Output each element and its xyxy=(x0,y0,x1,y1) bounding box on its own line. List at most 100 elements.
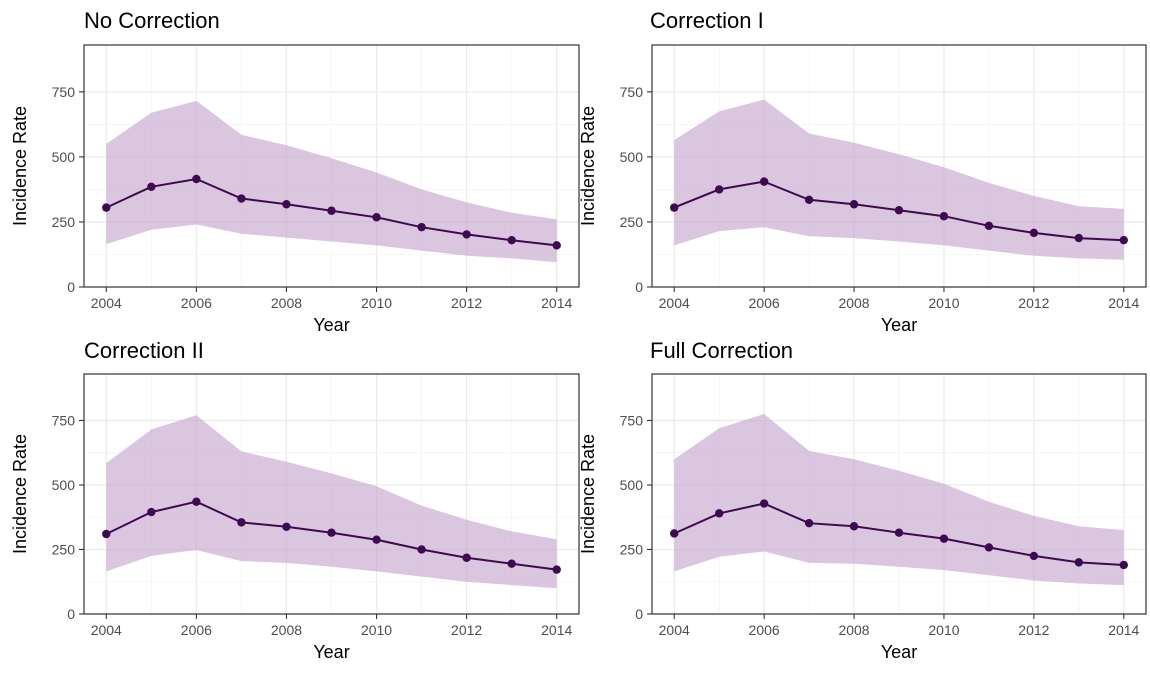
x-tick-label: 2014 xyxy=(541,295,572,311)
y-axis-label: Incidence Rate xyxy=(578,106,598,226)
data-point xyxy=(417,545,426,554)
data-point xyxy=(282,522,291,531)
x-tick-label: 2014 xyxy=(1108,622,1139,638)
chart-title: No Correction xyxy=(84,8,220,33)
x-axis-label: Year xyxy=(313,642,349,662)
panel-border xyxy=(651,44,1147,288)
data-point xyxy=(984,221,994,231)
y-axis-label: Incidence Rate xyxy=(10,434,30,554)
x-tick-label: 2012 xyxy=(451,295,482,311)
y-tick-label: 750 xyxy=(52,84,76,100)
y-axis-label: Incidence Rate xyxy=(10,106,30,226)
x-tick-label: 2008 xyxy=(271,295,302,311)
y-tick-label: 750 xyxy=(620,84,644,100)
data-point xyxy=(1074,558,1084,567)
confidence-band xyxy=(674,99,1124,260)
confidence-band xyxy=(106,415,557,589)
y-tick-label: 250 xyxy=(52,214,76,230)
y-tick-label: 750 xyxy=(620,412,644,428)
chart-panel-4: 2004 2006 2008 2010 2012 2014 0 250 500 750 Full C… xyxy=(578,338,1147,662)
x-tick-label: 2004 xyxy=(659,622,690,638)
data-point xyxy=(507,235,516,245)
data-point xyxy=(759,499,769,508)
data-point xyxy=(237,194,246,203)
y-tick-label: 0 xyxy=(635,606,643,622)
data-point xyxy=(237,518,246,527)
chart-panel-1: 2004 2006 2008 2010 2012 2014 0 250 500 750 No Cor… xyxy=(10,8,580,335)
x-axis-label: Year xyxy=(881,642,917,662)
data-point xyxy=(327,528,336,537)
chart-panel-3: 2004 2006 2008 2010 2012 2014 0 250 500 750 Correc… xyxy=(10,338,580,662)
data-point xyxy=(327,206,336,215)
data-point xyxy=(714,509,724,518)
x-tick-label: 2006 xyxy=(181,622,212,638)
data-point xyxy=(102,529,111,539)
y-tick-label: 250 xyxy=(52,541,76,557)
data-point xyxy=(507,559,516,568)
data-point xyxy=(462,230,471,239)
data-point xyxy=(462,553,471,562)
chart-panel-2: 2004 2006 2008 2010 2012 2014 0 250 500 750 Correc… xyxy=(578,8,1147,335)
x-tick-label: 2012 xyxy=(1018,622,1049,638)
data-point xyxy=(939,534,949,543)
x-axis-label: Year xyxy=(881,315,917,335)
x-tick-label: 2004 xyxy=(91,622,122,638)
data-point xyxy=(192,174,201,184)
data-point xyxy=(984,543,994,552)
x-tick-label: 2012 xyxy=(1018,295,1049,311)
x-tick-label: 2004 xyxy=(91,295,122,311)
data-point xyxy=(670,203,679,212)
y-tick-label: 0 xyxy=(67,606,75,622)
x-tick-label: 2004 xyxy=(659,295,690,311)
x-tick-label: 2008 xyxy=(838,295,869,311)
data-point xyxy=(372,213,381,222)
y-tick-label: 500 xyxy=(52,149,76,165)
x-tick-label: 2010 xyxy=(361,622,392,638)
panel-border xyxy=(83,373,580,615)
y-tick-label: 500 xyxy=(620,149,644,165)
data-point xyxy=(894,206,904,215)
data-point xyxy=(147,507,156,517)
data-point xyxy=(714,185,724,194)
data-point xyxy=(804,195,814,205)
data-point xyxy=(1119,235,1128,245)
y-tick-label: 750 xyxy=(52,412,76,428)
x-tick-label: 2010 xyxy=(928,622,959,638)
data-point xyxy=(1029,228,1039,238)
panel-border xyxy=(651,373,1147,615)
confidence-band xyxy=(106,100,557,263)
y-tick-label: 250 xyxy=(620,541,644,557)
data-point xyxy=(849,522,859,531)
y-tick-label: 0 xyxy=(635,279,643,295)
data-point xyxy=(670,529,679,538)
data-point xyxy=(372,535,381,544)
data-point xyxy=(147,182,156,192)
x-tick-label: 2014 xyxy=(1108,295,1139,311)
chart-title: Correction I xyxy=(650,8,764,33)
y-tick-label: 500 xyxy=(620,477,644,493)
data-point xyxy=(849,200,859,209)
data-point xyxy=(1119,560,1128,570)
panel-border xyxy=(83,44,580,288)
x-tick-label: 2010 xyxy=(928,295,959,311)
data-point xyxy=(1029,551,1039,561)
x-tick-label: 2008 xyxy=(271,622,302,638)
x-tick-label: 2006 xyxy=(181,295,212,311)
data-point xyxy=(1074,233,1084,243)
y-tick-label: 250 xyxy=(620,214,644,230)
y-tick-label: 500 xyxy=(52,477,76,493)
y-tick-label: 0 xyxy=(67,279,75,295)
data-point xyxy=(939,212,949,221)
x-tick-label: 2012 xyxy=(451,622,482,638)
confidence-band xyxy=(674,414,1124,586)
chart-title: Full Correction xyxy=(650,338,793,363)
x-tick-label: 2010 xyxy=(361,295,392,311)
x-tick-label: 2006 xyxy=(749,295,780,311)
x-axis-label: Year xyxy=(313,315,349,335)
x-tick-label: 2014 xyxy=(541,622,572,638)
data-point xyxy=(894,528,904,537)
data-point xyxy=(552,241,561,250)
y-axis-label: Incidence Rate xyxy=(578,434,598,554)
